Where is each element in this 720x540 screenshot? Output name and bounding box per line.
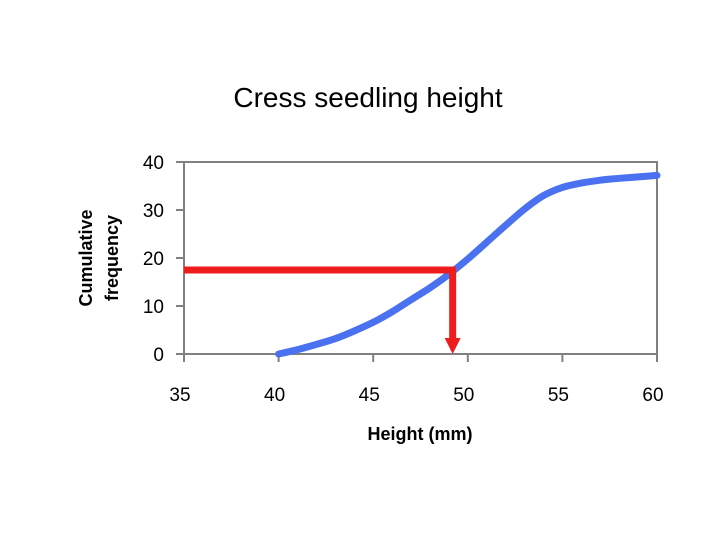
y-tick-label: 40 bbox=[143, 153, 164, 174]
cumulative-frequency-curve bbox=[275, 171, 661, 358]
y-axis-label-line-1: Cumulative bbox=[76, 209, 96, 306]
x-tick-label: 45 bbox=[359, 385, 380, 406]
y-tick-label: 10 bbox=[143, 297, 164, 318]
x-tick-label: 50 bbox=[453, 385, 474, 406]
y-tick-label: 0 bbox=[153, 345, 164, 366]
x-ticks: 35 40 45 50 55 60 bbox=[169, 354, 664, 406]
y-axis-label: Cumulative frequency bbox=[76, 209, 122, 306]
x-axis-label: Height (mm) bbox=[368, 424, 473, 444]
chart-title: Cress seedling height bbox=[233, 82, 502, 113]
x-tick-label: 60 bbox=[642, 385, 663, 406]
y-ticks: 0 10 20 30 40 bbox=[143, 153, 184, 366]
reading-arrowhead bbox=[444, 338, 461, 354]
x-tick-label: 55 bbox=[548, 385, 569, 406]
x-tick-label: 40 bbox=[264, 385, 285, 406]
y-tick-label: 30 bbox=[143, 201, 164, 222]
y-axis-label-line-2: frequency bbox=[102, 215, 122, 301]
x-tick-label: 35 bbox=[169, 385, 190, 406]
plot-frame bbox=[183, 161, 658, 355]
y-tick-label: 20 bbox=[143, 249, 164, 270]
